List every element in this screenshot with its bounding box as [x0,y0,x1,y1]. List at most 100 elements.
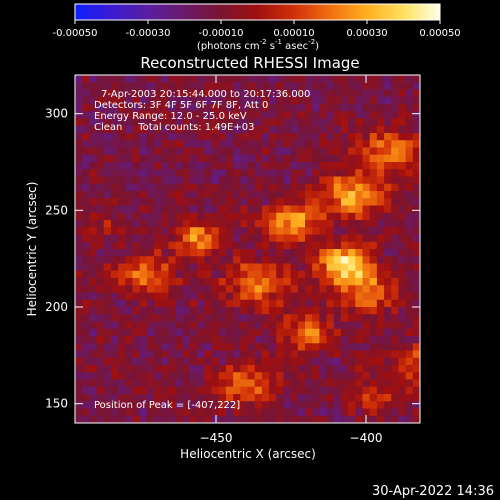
heatmap-cell [254,183,263,192]
heatmap-cell [276,147,284,156]
heatmap-cell [168,270,177,279]
heatmap-cell [405,292,414,301]
heatmap-cell [276,270,284,279]
heatmap-cell [247,299,256,308]
heatmap-cell [362,198,371,206]
heatmap-cell [398,162,407,170]
heatmap-cell [297,285,306,293]
heatmap-cell [412,89,420,98]
heatmap-cell [225,234,234,243]
heatmap-cell [355,169,363,177]
heatmap-cell [175,75,184,83]
heatmap-cell [175,415,184,423]
heatmap-cell [412,372,420,380]
heatmap-cell [197,183,205,192]
heatmap-cell [290,249,299,257]
heatmap-cell [326,82,335,90]
heatmap-cell [233,386,241,395]
heatmap-cell [211,401,220,409]
heatmap-cell [139,365,148,373]
heatmap-cell [376,154,385,163]
heatmap-cell [125,328,133,337]
heatmap-cell [103,176,112,185]
heatmap-cell [168,415,177,423]
heatmap-cell [333,372,342,380]
heatmap-cell [225,307,234,315]
heatmap-cell [326,176,335,185]
heatmap-cell [154,328,162,337]
heatmap-cell [305,133,313,141]
heatmap-cell [247,154,256,163]
heatmap-cell [405,249,414,257]
heatmap-cell [362,154,371,163]
heatmap-cell [110,118,119,127]
heatmap-cell [96,328,105,337]
heatmap-cell [168,220,177,228]
heatmap-cell [132,343,141,351]
heatmap-cell [376,183,385,192]
heatmap-cell [376,328,385,337]
heatmap-cell [168,256,177,264]
heatmap-cell [240,140,248,148]
heatmap-cell [168,118,177,127]
heatmap-cell [118,198,126,206]
heatmap-cell [125,183,133,192]
heatmap-cell [276,408,284,417]
heatmap-cell [297,104,306,112]
heatmap-cell [96,307,105,315]
heatmap-cell [254,328,263,337]
heatmap-cell [283,350,292,359]
heatmap-cell [233,212,241,221]
heatmap-cell [75,336,83,344]
heatmap-cell [168,314,177,322]
heatmap-cell [110,111,119,119]
heatmap-cell [376,89,385,98]
heatmap-cell [154,220,162,228]
heatmap-cell [161,365,169,373]
heatmap-cell [197,191,205,199]
heatmap-cell [355,191,363,199]
heatmap-cell [82,336,90,344]
heatmap-cell [82,415,90,423]
heatmap-cell [125,336,133,344]
heatmap-cell [110,234,119,243]
heatmap-cell [154,263,162,272]
heatmap-cell [139,205,148,214]
heatmap-cell [269,321,277,330]
heatmap-cell [139,285,148,293]
heatmap-cell [96,205,105,214]
heatmap-cell [305,256,313,264]
heatmap-cell [297,241,306,250]
heatmap-cell [82,191,90,199]
heatmap-cell [118,125,126,134]
heatmap-cell [233,408,241,417]
heatmap-cell [225,169,234,177]
heatmap-cell [254,343,263,351]
heatmap-cell [96,169,105,177]
heatmap-cell [297,147,306,156]
heatmap-cell [96,401,105,409]
heatmap-cell [225,263,234,272]
heatmap-cell [218,372,227,380]
heatmap-cell [398,176,407,185]
heatmap-cell [197,82,205,90]
heatmap-cell [312,140,320,148]
heatmap-cell [110,256,119,264]
heatmap-cell [161,386,169,395]
heatmap-cell [132,401,141,409]
heatmap-cell [139,336,148,344]
heatmap-cell [168,263,177,272]
heatmap-cell [146,386,155,395]
heatmap-cell [348,162,356,170]
heatmap-cell [412,336,420,344]
heatmap-cell [369,401,378,409]
heatmap-cell [376,82,385,90]
heatmap-cell [384,357,392,366]
heatmap-cell [340,147,349,156]
heatmap-cell [290,314,299,322]
heatmap-cell [283,299,292,308]
heatmap-cell [204,336,212,344]
heatmap-cell [312,125,320,134]
heatmap-cell [269,408,277,417]
heatmap-cell [340,408,349,417]
